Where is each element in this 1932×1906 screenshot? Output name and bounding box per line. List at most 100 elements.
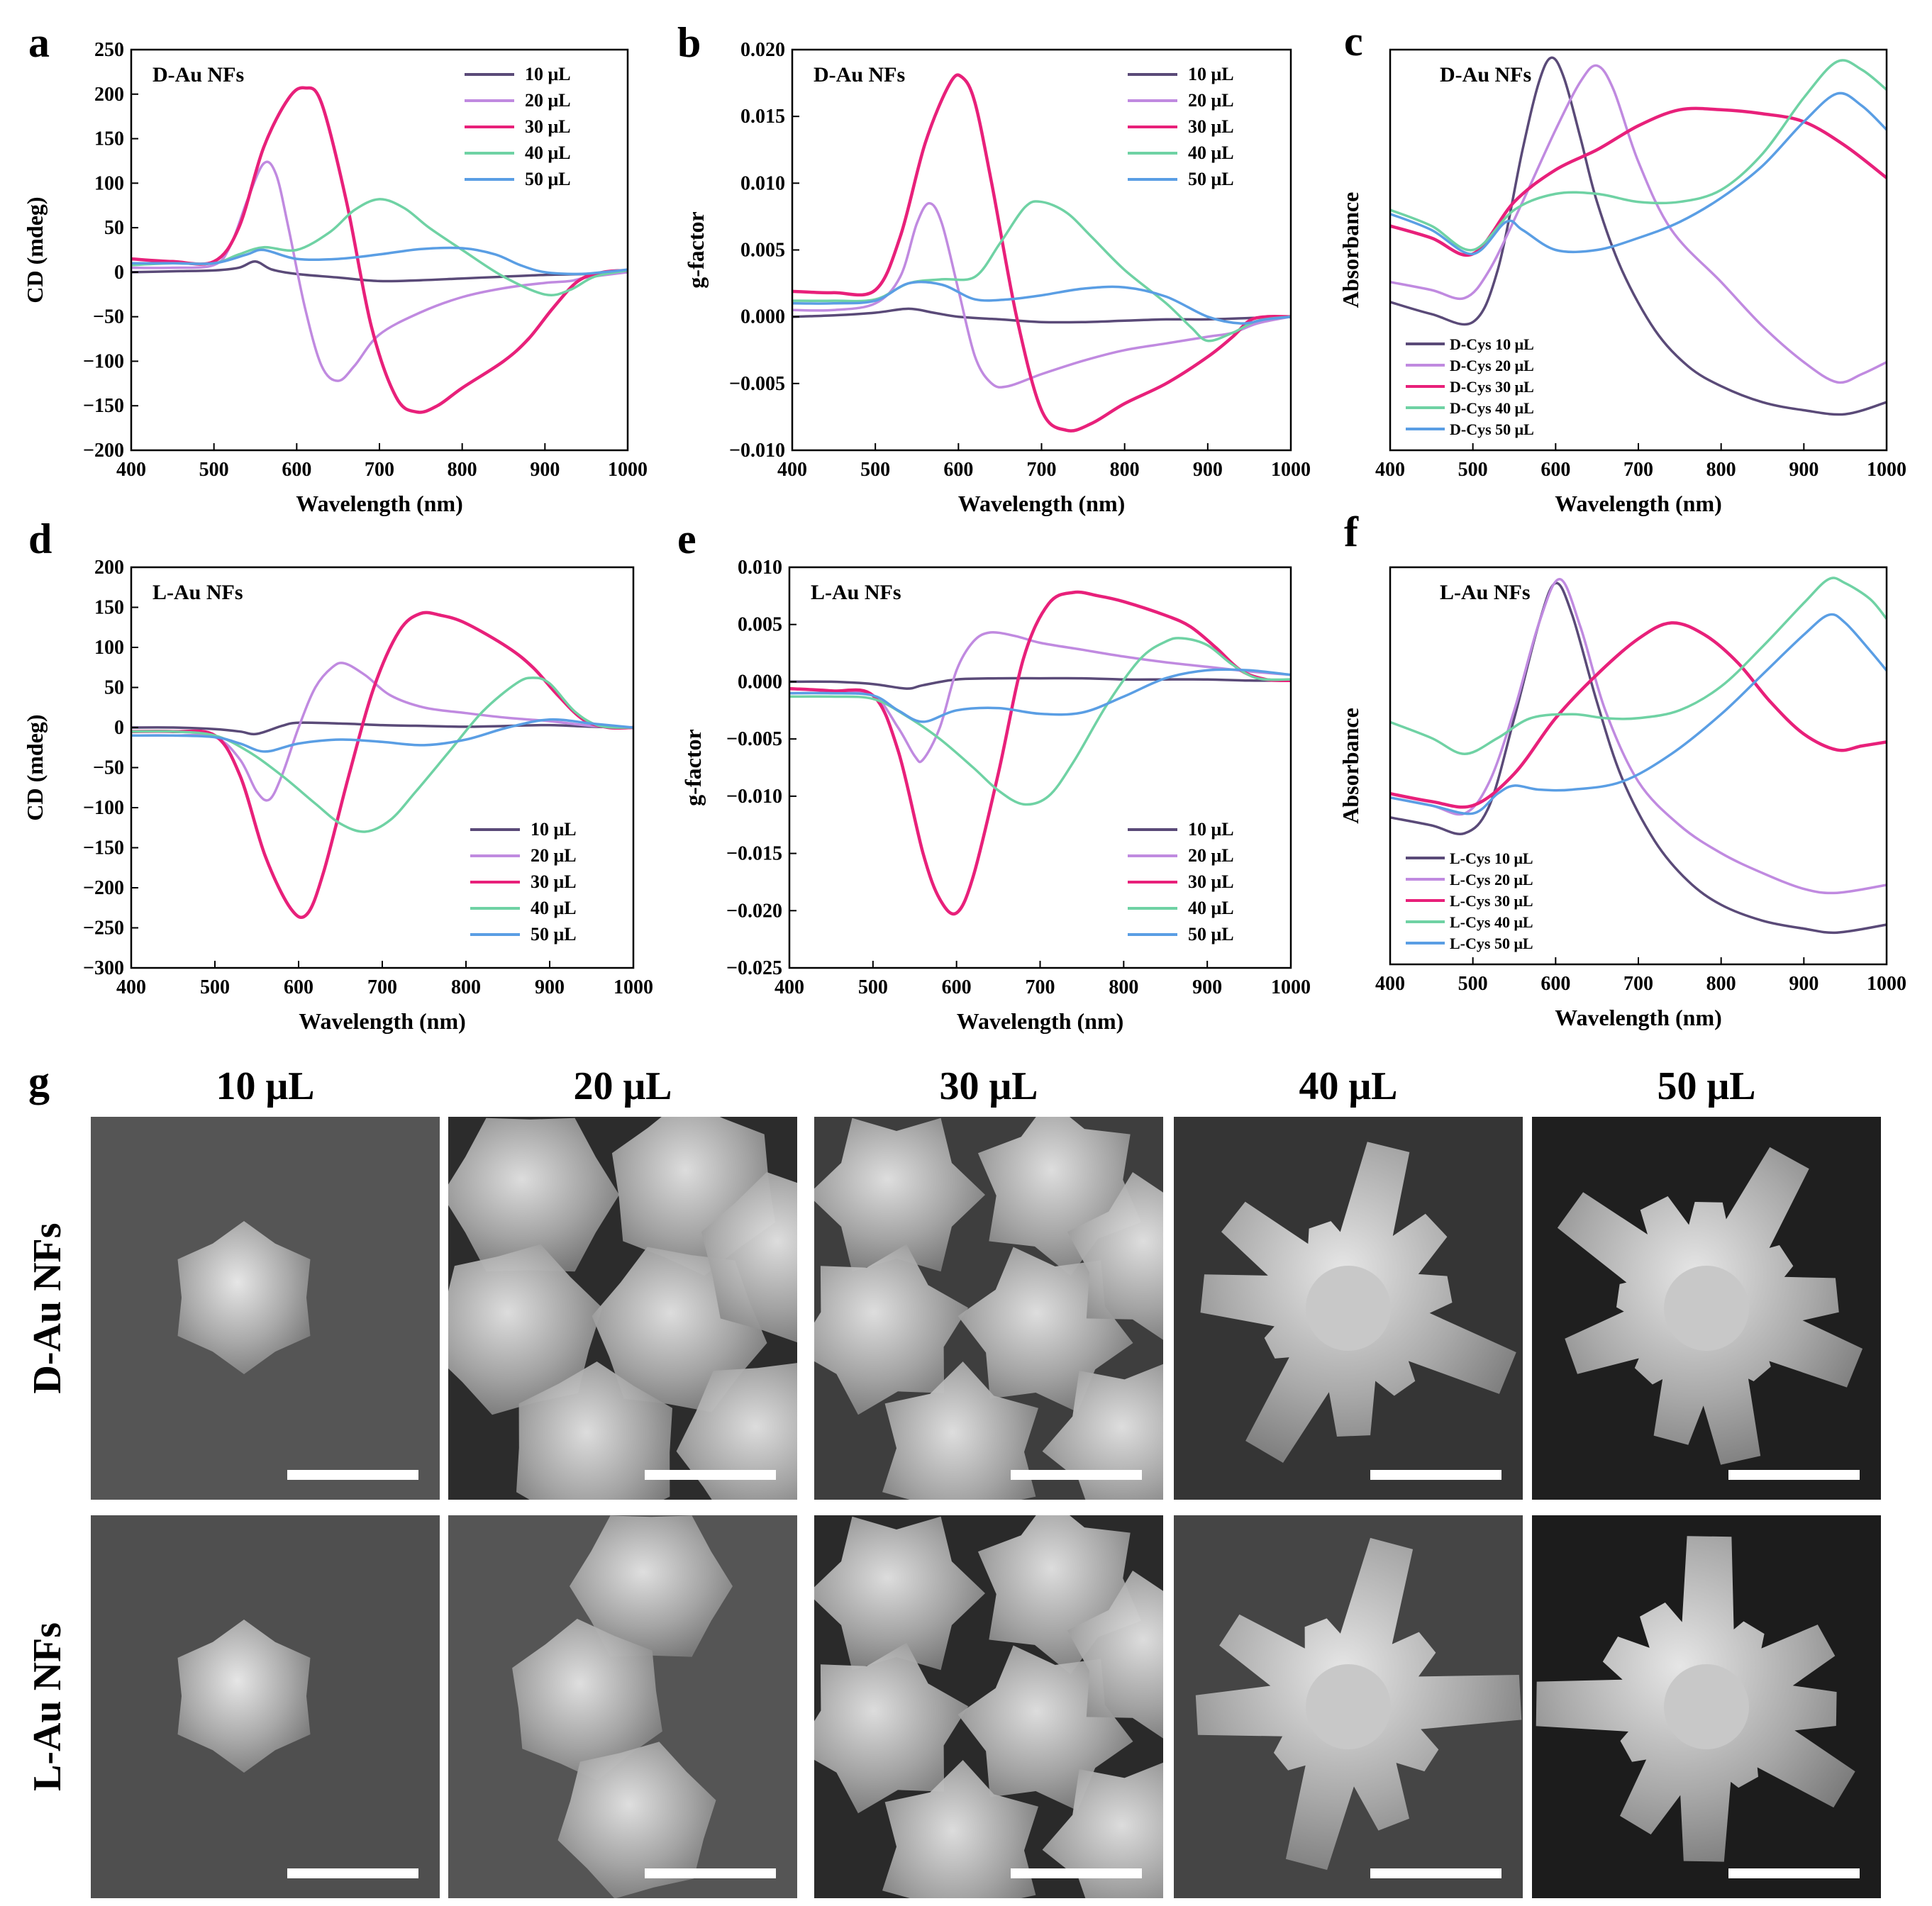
series-line-10-μL [792,307,1292,324]
series-line-D-Cys-40-μL [1389,59,1888,252]
series-line-30-μL [792,73,1292,433]
nanoparticle [1042,1762,1163,1898]
y-tick-label: −50 [93,757,124,779]
series-line-D-Cys-30-μL [1389,106,1888,257]
x-tick-label: 500 [860,459,890,481]
y-tick-label: −0.010 [726,786,782,808]
legend-entry: 20 μL [1188,90,1234,111]
nanoparticle [676,1363,797,1500]
x-axis-label: Wavelength (nm) [296,491,463,516]
nanoparticle [448,1118,619,1272]
scale-bar [645,1470,776,1480]
y-tick-label: −0.010 [729,440,785,462]
x-tick-label: 1000 [1867,973,1906,995]
x-axis-label: Wavelength (nm) [1555,1005,1722,1030]
x-axis-label: Wavelength (nm) [957,1008,1124,1034]
legend-entry: 10 μL [531,819,577,840]
y-axis-label: CD (mdeg) [22,714,48,820]
panel-letter: b [677,19,701,66]
x-axis-label: Wavelength (nm) [299,1008,466,1034]
panel-letter: d [28,515,52,562]
scale-bar [645,1868,776,1878]
chart-title: D-Au NFs [814,63,905,87]
nanoparticle [448,1244,603,1415]
sem-image [1174,1515,1523,1898]
nanoparticle [1067,1172,1163,1340]
nanoparticle [814,1244,969,1415]
sem-image [1532,1515,1881,1898]
chart-title: L-Au NFs [1440,581,1531,604]
scale-bar [1370,1868,1501,1878]
x-tick-label: 500 [1458,973,1488,995]
legend-entry: 30 μL [1188,116,1234,137]
scale-bar [1011,1470,1142,1480]
series-line-D-Cys-20-μL [1389,64,1887,384]
legend-entry: D-Cys 20 μL [1450,357,1534,374]
y-tick-label: 100 [94,637,124,659]
y-axis-label: Absorbance [1338,708,1363,824]
row-header: D-Au NFs [26,1222,70,1393]
x-tick-label: 700 [365,459,394,481]
x-axis-label: Wavelength (nm) [1555,491,1722,516]
series-line-50-μL [131,718,634,753]
series-line-20-μL [792,201,1292,389]
chart-panel-a: a 400 500 600 700 800 900 1000 −200 −150 −100 −50 0 5… [22,19,648,516]
y-tick-label: 0 [114,262,124,284]
x-tick-label: 400 [1375,459,1405,481]
series-line-L-Cys-30-μL [1389,621,1887,809]
series-line-L-Cys-50-μL [1389,613,1888,815]
y-tick-label: 0.000 [738,671,782,693]
series-line-30-μL [131,86,628,414]
sem-image [91,1515,440,1898]
column-header: 50 μL [1657,1064,1755,1108]
y-tick-label: −0.025 [726,957,782,979]
x-tick-label: 1000 [608,459,648,481]
nanoparticle [570,1515,733,1657]
scale-bar [287,1868,418,1878]
chart-panel-e: e 400 500 600 700 800 900 1000 −0.025 −0.020 −0.01… [677,515,1311,1034]
x-tick-label: 400 [116,459,146,481]
x-tick-label: 900 [1789,973,1819,995]
legend-entry: D-Cys 40 μL [1450,399,1534,417]
sem-grid: g 10 μL 20 μL 30 μL 40 μL 50 μL D-Au NFs L-Au N… [26,1058,1881,1898]
nanoparticle [814,1118,985,1272]
sem-image [91,1117,440,1500]
row-header: L-Au NFs [26,1622,70,1791]
y-tick-label: −200 [83,877,124,899]
series-line-40-μL [789,637,1292,806]
x-tick-label: 1000 [1271,976,1311,998]
x-tick-label: 600 [1540,973,1570,995]
scale-bar [287,1470,418,1480]
legend-entry: 50 μL [531,924,577,944]
legend-entry: 40 μL [1188,898,1234,918]
x-tick-label: 700 [1623,459,1653,481]
series-line-L-Cys-40-μL [1389,576,1888,755]
nanoparticle [814,1516,985,1671]
chart-panel-c: c 400 500 600 700 800 900 1000 Wavelength (nm) Ab… [1338,18,1906,516]
panel-letter: c [1344,18,1363,65]
y-tick-label: 0.005 [738,614,782,636]
y-tick-label: 250 [94,39,124,61]
series-line-L-Cys-20-μL [1389,578,1887,895]
series-line-50-μL [792,280,1292,325]
x-tick-label: 400 [1375,973,1405,995]
chart-title: L-Au NFs [152,581,243,604]
scale-bar [1370,1470,1501,1480]
nanoparticle [177,1620,311,1773]
y-tick-label: −150 [83,837,124,859]
x-tick-label: 800 [1110,459,1140,481]
x-tick-label: 900 [535,976,565,998]
legend-entry: L-Cys 20 μL [1450,871,1533,888]
legend-entry: D-Cys 50 μL [1450,420,1534,438]
nanoparticle-core [1664,1664,1749,1749]
x-tick-label: 700 [1027,459,1057,481]
x-tick-label: 700 [1623,973,1653,995]
x-tick-label: 1000 [614,976,653,998]
legend-entry: 10 μL [525,64,571,84]
x-tick-label: 500 [200,976,230,998]
nanoparticle [882,1760,1038,1898]
nanoparticle-core [1306,1266,1391,1351]
legend-entry: 20 μL [531,845,577,866]
